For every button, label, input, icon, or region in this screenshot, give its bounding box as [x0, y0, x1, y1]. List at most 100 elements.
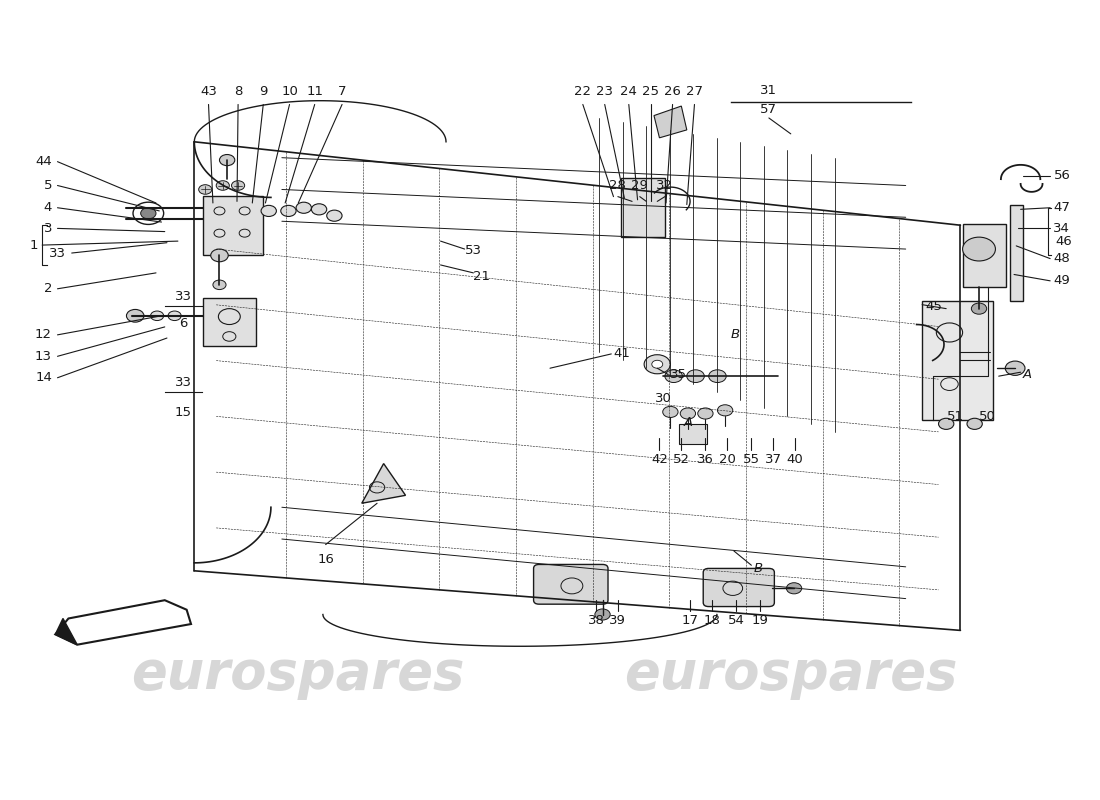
FancyBboxPatch shape — [621, 178, 664, 237]
Text: 33: 33 — [175, 290, 191, 303]
Text: 37: 37 — [764, 454, 782, 466]
Text: B: B — [730, 328, 739, 342]
Text: 57: 57 — [760, 102, 778, 115]
Circle shape — [141, 208, 156, 219]
Text: 52: 52 — [673, 454, 690, 466]
Text: 20: 20 — [719, 454, 736, 466]
Circle shape — [686, 370, 704, 382]
Circle shape — [595, 609, 610, 620]
Text: 47: 47 — [1054, 202, 1070, 214]
Circle shape — [967, 418, 982, 430]
Text: 24: 24 — [620, 85, 637, 98]
Circle shape — [327, 210, 342, 222]
Circle shape — [280, 206, 296, 217]
Text: 39: 39 — [609, 614, 626, 627]
Circle shape — [697, 408, 713, 419]
Text: 10: 10 — [282, 85, 298, 98]
Text: 36: 36 — [697, 454, 714, 466]
Circle shape — [211, 249, 228, 262]
Circle shape — [938, 418, 954, 430]
Text: 25: 25 — [642, 85, 659, 98]
Text: 45: 45 — [925, 300, 943, 313]
Text: 3: 3 — [44, 222, 52, 235]
Circle shape — [261, 206, 276, 217]
Text: 18: 18 — [704, 614, 720, 627]
Text: 35: 35 — [670, 368, 688, 381]
Circle shape — [664, 370, 682, 382]
Text: 33: 33 — [175, 376, 191, 389]
Text: 5: 5 — [44, 179, 52, 192]
Text: A: A — [1023, 368, 1032, 381]
Text: 15: 15 — [175, 406, 191, 419]
Text: 1: 1 — [30, 238, 37, 251]
Text: 56: 56 — [1054, 170, 1070, 182]
Text: 21: 21 — [473, 270, 491, 282]
Polygon shape — [55, 600, 191, 645]
Circle shape — [717, 405, 733, 416]
Text: 43: 43 — [200, 85, 217, 98]
Text: 34: 34 — [1054, 222, 1070, 235]
Text: 55: 55 — [742, 454, 760, 466]
FancyBboxPatch shape — [679, 424, 706, 444]
Circle shape — [652, 360, 662, 368]
Text: 32: 32 — [657, 179, 673, 192]
Text: 17: 17 — [682, 614, 698, 627]
Circle shape — [662, 406, 678, 418]
Text: 9: 9 — [260, 85, 267, 98]
Circle shape — [231, 181, 244, 190]
Text: 50: 50 — [979, 410, 997, 422]
Text: 28: 28 — [609, 179, 626, 192]
Text: B: B — [754, 562, 762, 575]
Circle shape — [296, 202, 311, 214]
Text: 6: 6 — [179, 318, 187, 330]
FancyBboxPatch shape — [922, 301, 993, 420]
Text: 48: 48 — [1054, 252, 1070, 265]
Text: 22: 22 — [574, 85, 592, 98]
Circle shape — [217, 181, 229, 190]
Text: 53: 53 — [464, 244, 482, 257]
Polygon shape — [654, 106, 686, 138]
Circle shape — [786, 582, 802, 594]
Circle shape — [168, 311, 182, 321]
Text: 42: 42 — [651, 454, 668, 466]
Text: eurospares: eurospares — [132, 648, 465, 700]
Text: 19: 19 — [751, 614, 769, 627]
Text: 16: 16 — [317, 553, 334, 566]
FancyBboxPatch shape — [962, 224, 1006, 287]
Text: 46: 46 — [1056, 234, 1072, 248]
Text: 31: 31 — [760, 83, 778, 97]
FancyBboxPatch shape — [204, 298, 255, 346]
Circle shape — [962, 237, 996, 261]
Text: eurospares: eurospares — [624, 648, 957, 700]
Text: 4: 4 — [44, 202, 52, 214]
FancyBboxPatch shape — [534, 565, 608, 604]
Text: 51: 51 — [946, 410, 964, 422]
Text: 30: 30 — [656, 392, 672, 405]
Circle shape — [126, 310, 144, 322]
Text: 40: 40 — [786, 454, 803, 466]
Text: A: A — [683, 416, 693, 429]
Text: 54: 54 — [727, 614, 745, 627]
Circle shape — [311, 204, 327, 215]
Text: 8: 8 — [234, 85, 242, 98]
Text: 11: 11 — [306, 85, 323, 98]
Circle shape — [151, 311, 164, 321]
Circle shape — [1005, 361, 1025, 375]
Text: 14: 14 — [35, 371, 52, 384]
Polygon shape — [55, 618, 77, 645]
Text: 49: 49 — [1054, 274, 1070, 287]
Circle shape — [708, 370, 726, 382]
Text: 33: 33 — [50, 246, 66, 259]
FancyBboxPatch shape — [1010, 206, 1023, 301]
Text: 7: 7 — [338, 85, 346, 98]
Text: 27: 27 — [686, 85, 703, 98]
Text: 12: 12 — [35, 328, 52, 342]
Text: 29: 29 — [631, 179, 648, 192]
Text: 38: 38 — [587, 614, 604, 627]
Text: 23: 23 — [596, 85, 613, 98]
Text: 41: 41 — [614, 347, 630, 361]
Circle shape — [199, 185, 212, 194]
Circle shape — [971, 303, 987, 314]
FancyBboxPatch shape — [703, 569, 774, 606]
Text: 13: 13 — [35, 350, 52, 363]
